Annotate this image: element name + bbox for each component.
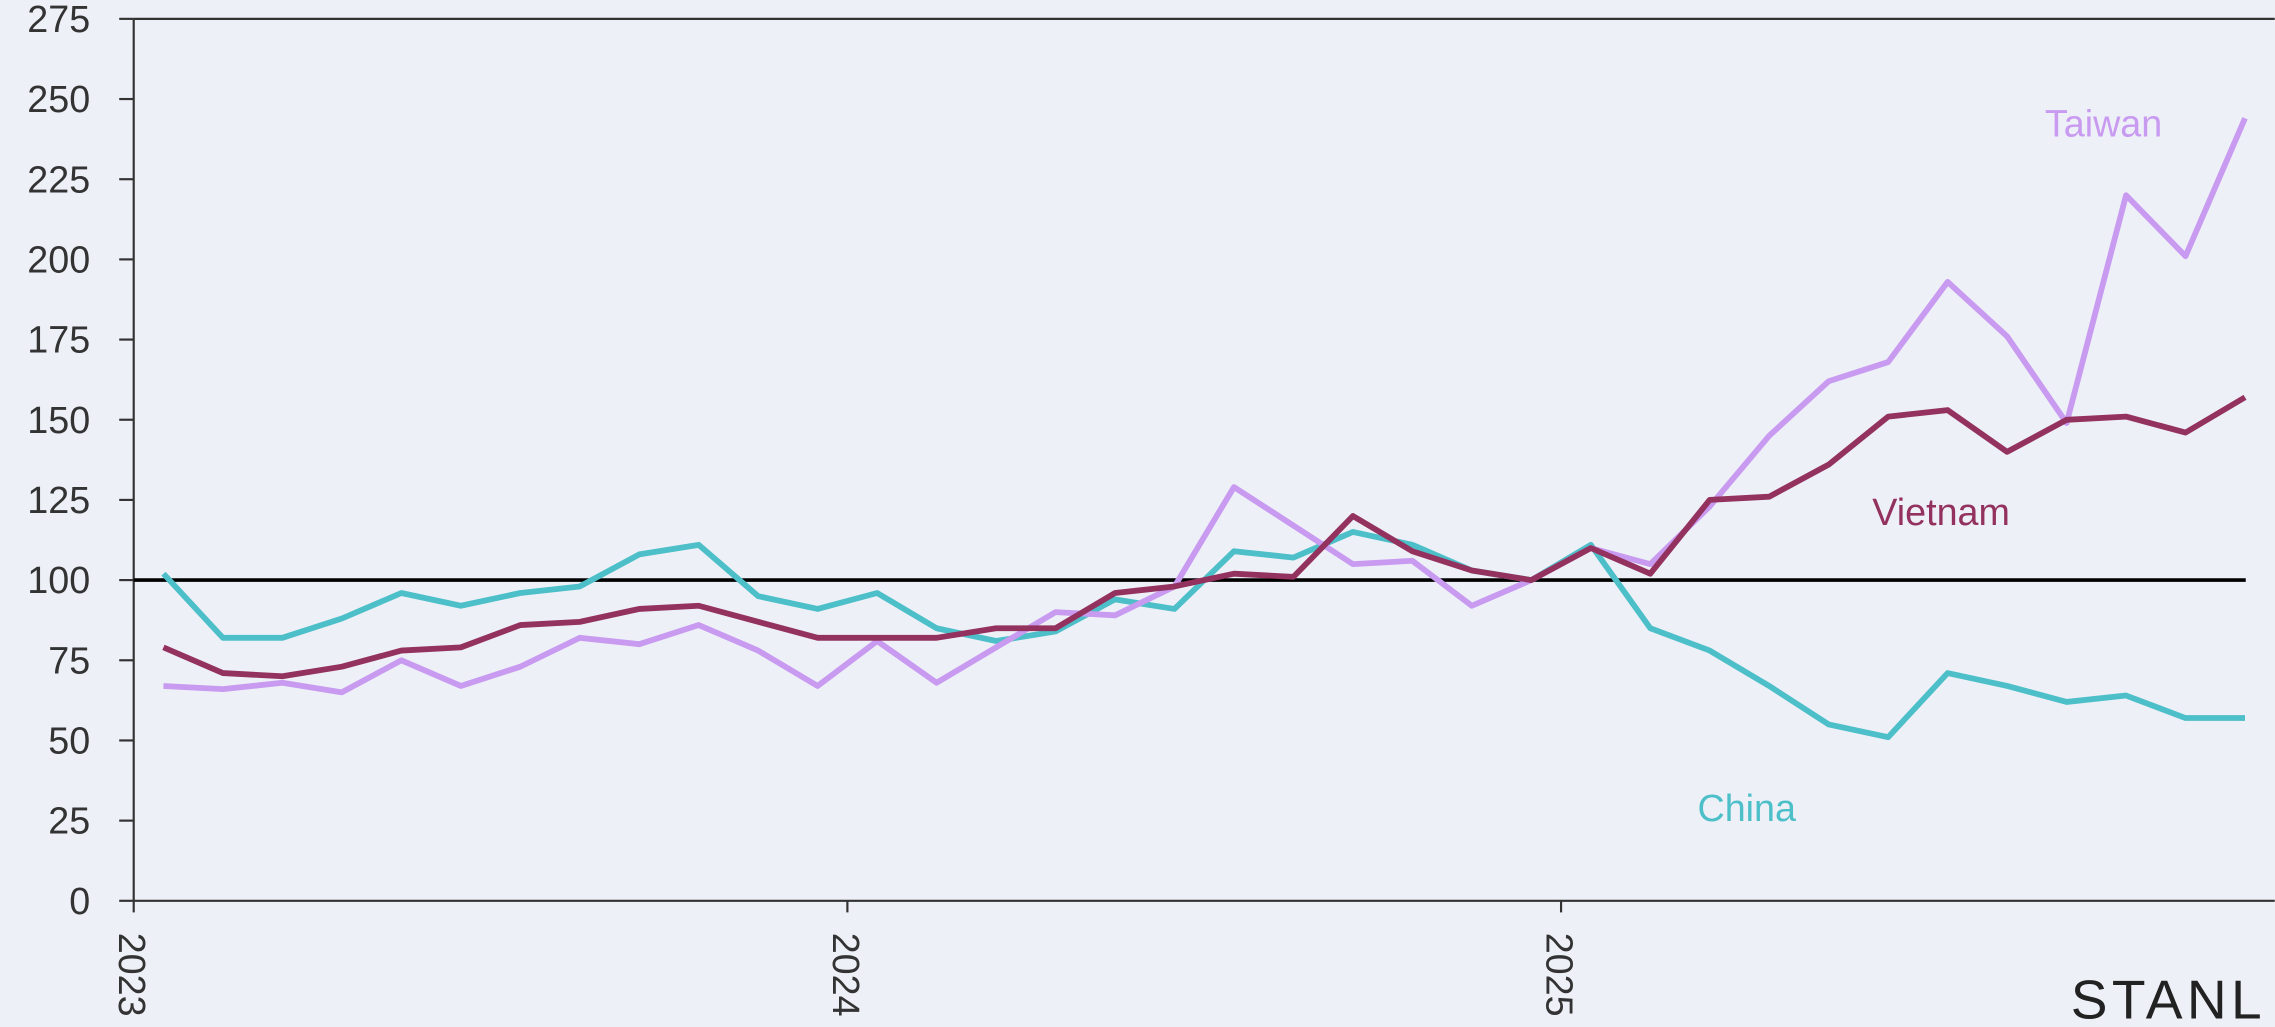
series-label: Vietnam bbox=[1872, 491, 2010, 533]
series-line bbox=[163, 117, 2248, 696]
logo: STANL bbox=[2071, 968, 2266, 1027]
y-tick-label: 250 bbox=[27, 78, 90, 120]
y-tick-label: 200 bbox=[27, 238, 90, 280]
y-tick-label: 275 bbox=[27, 0, 90, 40]
y-tick-label: 125 bbox=[27, 479, 90, 521]
x-tick-label: 2024 bbox=[825, 933, 867, 1017]
x-tick-label: 2023 bbox=[111, 933, 153, 1017]
y-tick-label: 100 bbox=[27, 559, 90, 601]
y-tick-label: 25 bbox=[48, 800, 90, 842]
y-tick-label: 0 bbox=[69, 880, 90, 922]
y-tick-label: 75 bbox=[48, 639, 90, 681]
series-label: Taiwan bbox=[2045, 102, 2162, 144]
y-tick-label: 50 bbox=[48, 720, 90, 762]
y-tick-label: 175 bbox=[27, 319, 90, 361]
y-tick-label: 150 bbox=[27, 399, 90, 441]
series-label: China bbox=[1697, 787, 1796, 829]
series-line bbox=[162, 394, 2247, 680]
x-tick-label: 2025 bbox=[1539, 933, 1581, 1017]
y-tick-label: 225 bbox=[27, 158, 90, 200]
